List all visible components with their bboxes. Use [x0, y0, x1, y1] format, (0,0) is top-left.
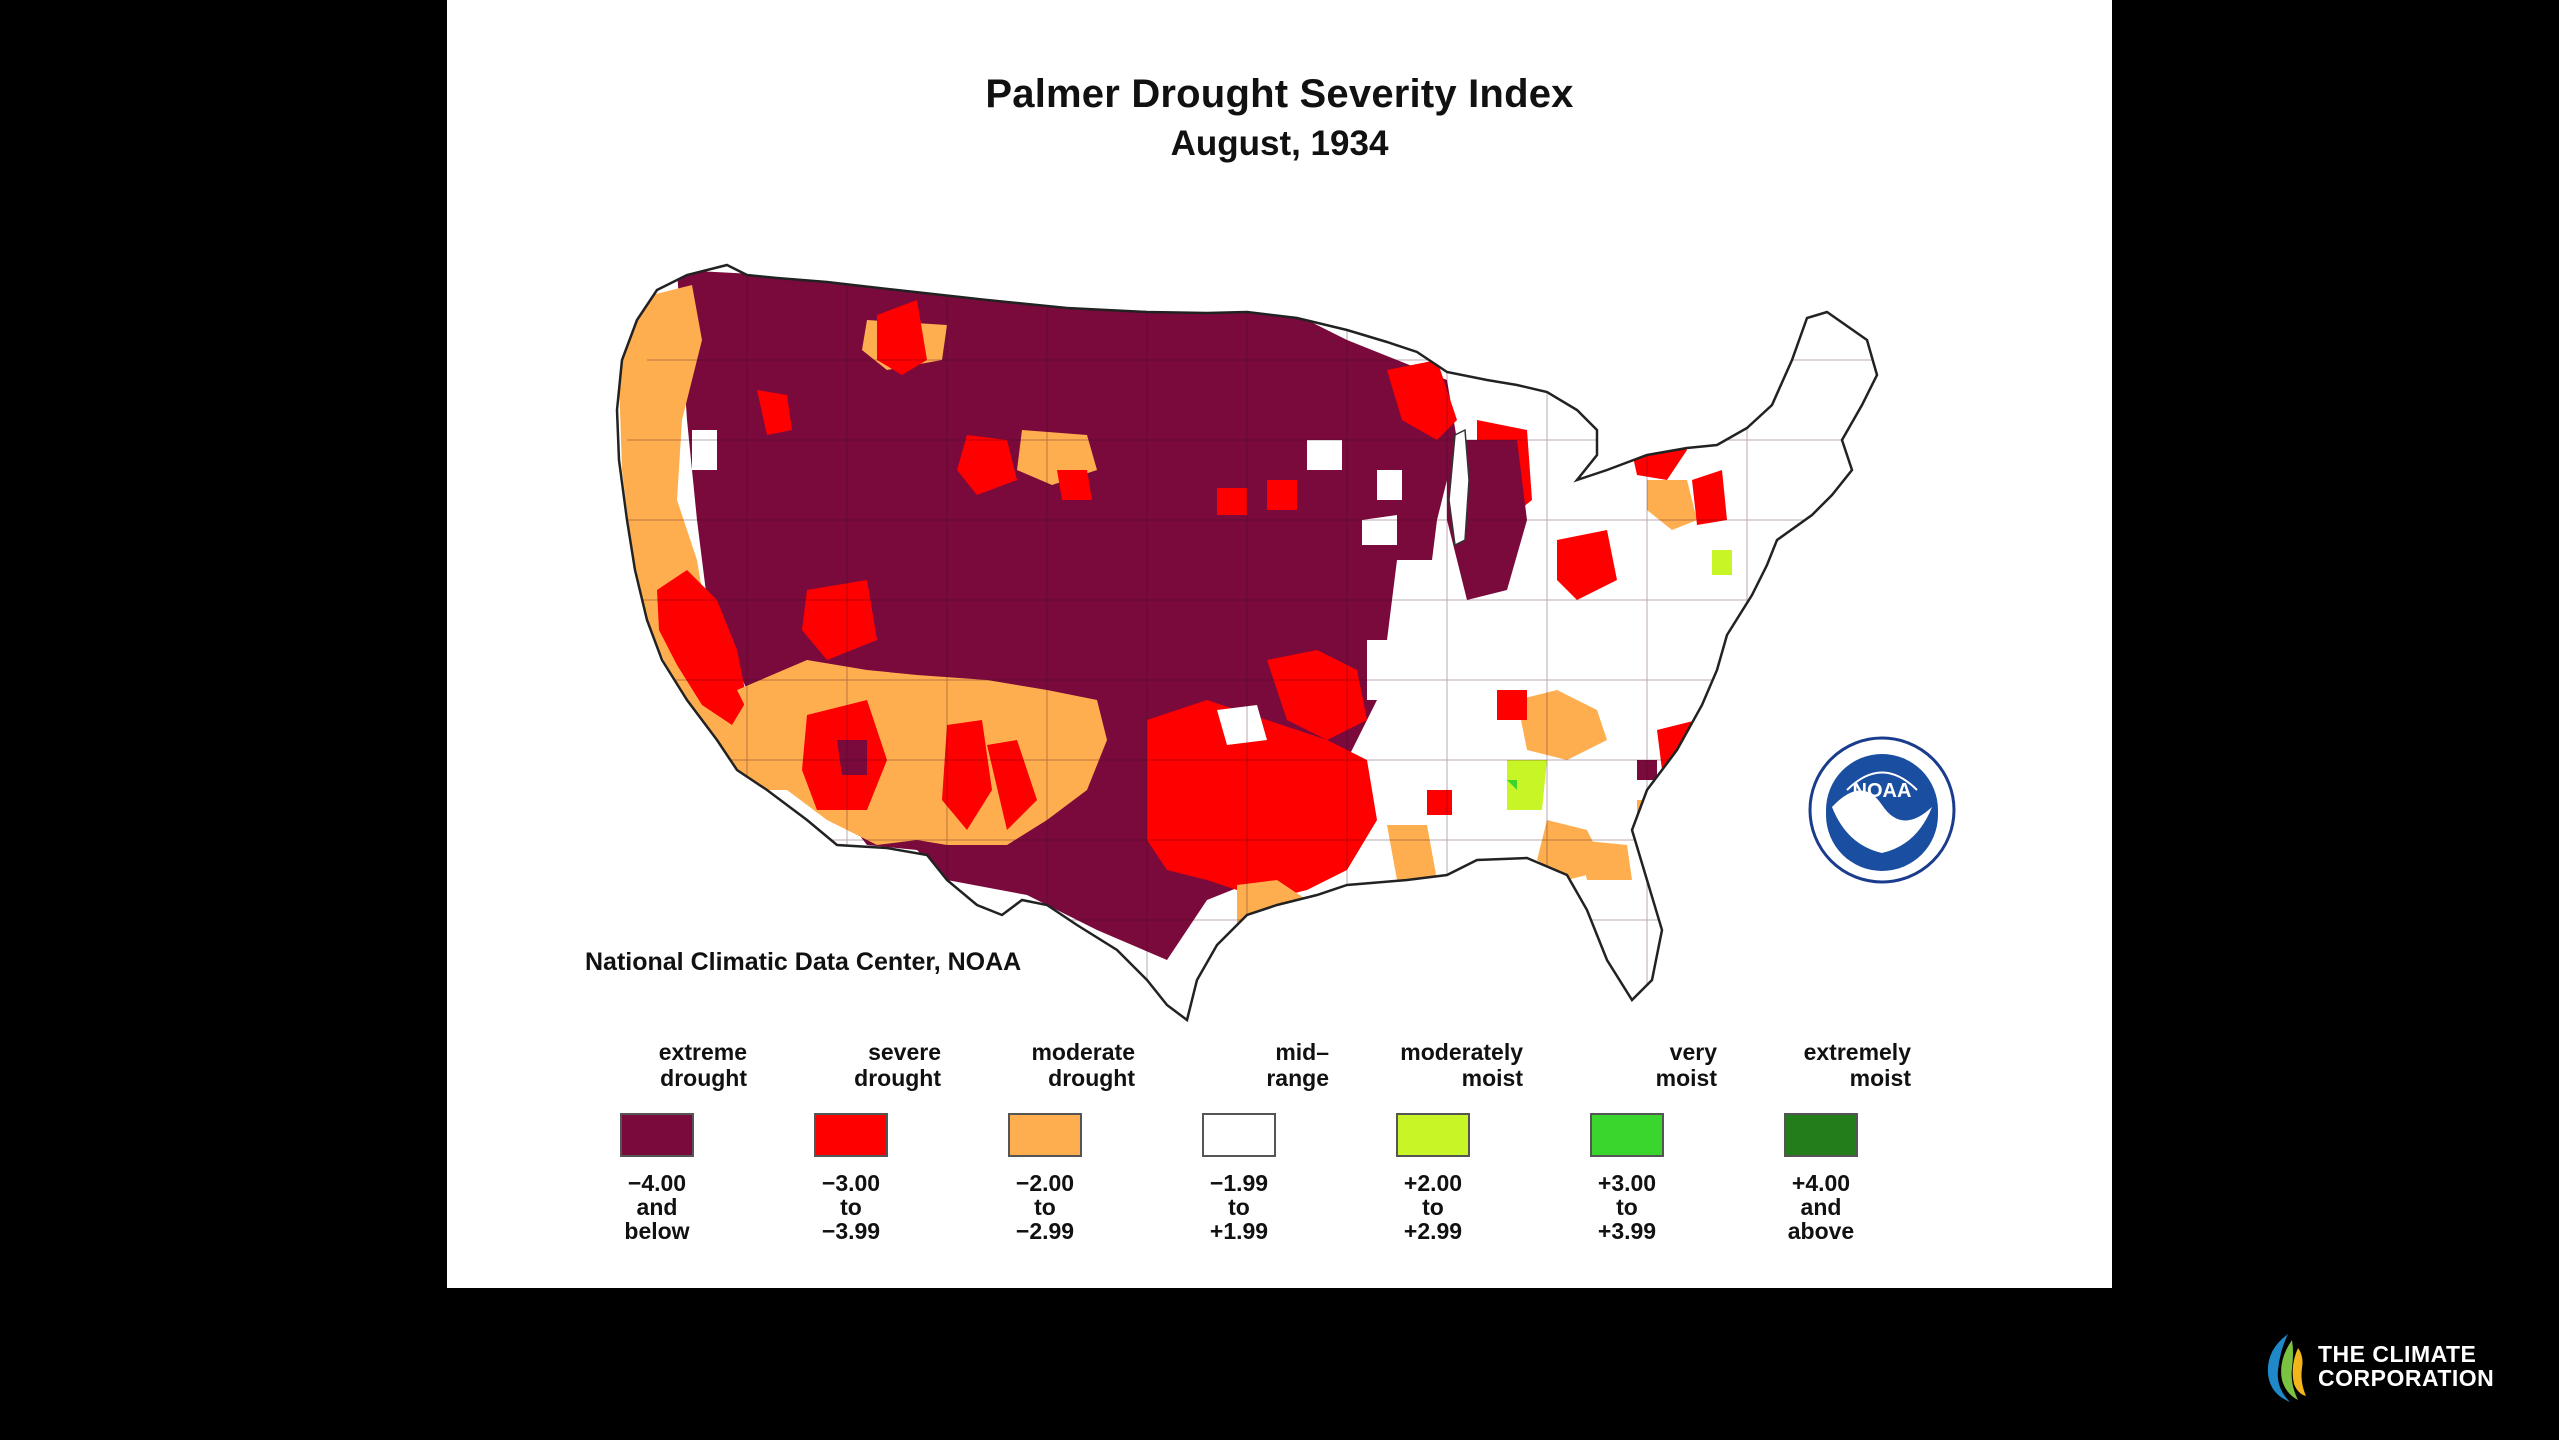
- legend-label: extremely moist: [1803, 1039, 1911, 1091]
- legend-range: −1.99 to +1.99: [1209, 1170, 1269, 1244]
- legend-label: extreme drought: [658, 1039, 747, 1091]
- legend-swatch: [1008, 1113, 1082, 1157]
- legend: extreme drought −4.00 and below severe droug…: [567, 1035, 2127, 1275]
- legend-item: extreme drought −4.00 and below: [567, 1035, 747, 1243]
- brand-logo: THE CLIMATE CORPORATION: [2258, 1330, 2518, 1410]
- drought-map: [615, 263, 1879, 1022]
- legend-item: extremely moist +4.00 and above: [1731, 1035, 1911, 1243]
- legend-label: very moist: [1655, 1039, 1717, 1091]
- slide-panel: Palmer Drought Severity Index August, 19…: [447, 0, 2112, 1288]
- source-credit: National Climatic Data Center, NOAA: [585, 948, 1022, 976]
- legend-swatch: [814, 1113, 888, 1157]
- noaa-seal-icon: NOAA: [1808, 736, 1956, 884]
- legend-item: mid– range −1.99 to +1.99: [1149, 1035, 1329, 1243]
- legend-range: −4.00 and below: [624, 1170, 690, 1244]
- legend-swatch: [1202, 1113, 1276, 1157]
- legend-range: +4.00 and above: [1787, 1170, 1855, 1244]
- legend-swatch: [1396, 1113, 1470, 1157]
- noaa-logo-text: NOAA: [1853, 780, 1912, 802]
- legend-range: −3.00 to −3.99: [821, 1170, 881, 1244]
- legend-range: +2.00 to +2.99: [1403, 1170, 1463, 1244]
- legend-label: mid– range: [1266, 1039, 1329, 1091]
- climate-corp-leaf-icon: [2267, 1334, 2306, 1402]
- legend-swatch: [1590, 1113, 1664, 1157]
- brand-text: THE CLIMATE CORPORATION: [2318, 1341, 2495, 1391]
- legend-item: severe drought −3.00 to −3.99: [761, 1035, 941, 1243]
- legend-swatch: [620, 1113, 694, 1157]
- legend-label: severe drought: [854, 1039, 941, 1091]
- legend-range: +3.00 to +3.99: [1597, 1170, 1657, 1244]
- legend-range: −2.00 to −2.99: [1015, 1170, 1075, 1244]
- legend-swatch: [1784, 1113, 1858, 1157]
- legend-item: moderate drought −2.00 to −2.99: [955, 1035, 1135, 1243]
- map-subtitle: August, 1934: [1170, 124, 1389, 163]
- legend-item: moderately moist +2.00 to +2.99: [1343, 1035, 1523, 1243]
- map-title: Palmer Drought Severity Index: [985, 72, 1574, 116]
- legend-label: moderate drought: [1031, 1039, 1135, 1091]
- legend-item: very moist +3.00 to +3.99: [1537, 1035, 1717, 1243]
- legend-label: moderately moist: [1400, 1039, 1523, 1091]
